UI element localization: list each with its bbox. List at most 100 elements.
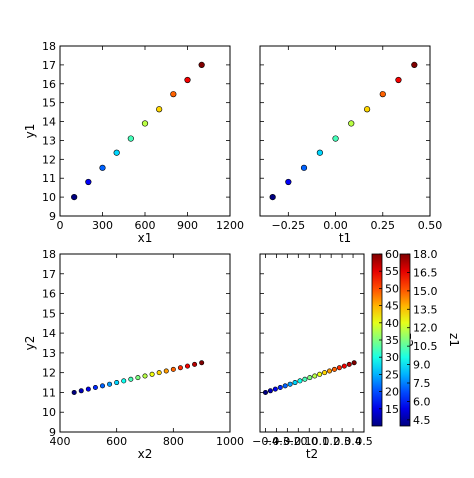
data-point [272, 386, 278, 392]
colorbar-tick-label: 12.0 [413, 322, 438, 335]
colorbar-tick-label: 20 [385, 386, 399, 399]
data-point [297, 378, 303, 384]
data-point [282, 383, 288, 389]
subplot-4: −0.4−0.3−0.2−0.10.00.10.20.30.40.5 t2 [252, 253, 373, 461]
y-tick-label: 9 [49, 210, 56, 223]
data-point [99, 164, 106, 171]
data-point [149, 371, 155, 377]
colorbar-label: z1 [447, 333, 461, 347]
data-point [277, 384, 283, 390]
y-tick-label: 15 [42, 97, 56, 110]
colorbar-tick-label: 45 [385, 300, 399, 313]
colorbar-tick-label: 15.0 [413, 285, 438, 298]
data-point [269, 194, 276, 201]
colorbar-tick-label: 35 [385, 334, 399, 347]
colorbar-tick-label: 25 [385, 368, 399, 381]
data-point [395, 76, 402, 84]
data-point [341, 363, 347, 369]
colorbar-tick-label: 18.0 [413, 248, 438, 261]
data-point [351, 360, 357, 366]
x-tick-label: 600 [106, 435, 127, 448]
data-point [300, 164, 308, 171]
y-axis-label: y1 [23, 124, 37, 139]
data-point [332, 135, 339, 142]
x-tick-label: 0.00 [323, 219, 348, 232]
x-tick-label: 0.3 [333, 435, 351, 448]
data-point [192, 361, 198, 367]
y-tick-label: 18 [42, 40, 56, 53]
x-tick-label: 0.2 [322, 435, 340, 448]
colorbar-z1: 4.5 6.0 7.5 9.0 10.5 12.0 13.5 15.0 16.5 18.0 z1 [399, 248, 461, 427]
x-tick-label: −0.4 [252, 435, 279, 448]
data-point [267, 388, 273, 394]
plot-area [59, 45, 231, 217]
y-tick-label: 11 [42, 386, 56, 399]
y-tick-label: 18 [42, 248, 56, 261]
data-point [327, 368, 333, 374]
x-tick-label: 1200 [216, 219, 244, 232]
x-axis-label: t2 [306, 447, 318, 461]
x-tick-label: 0.1 [311, 435, 329, 448]
data-point [364, 106, 371, 113]
y-axis-label: y2 [23, 336, 37, 351]
y-tick-label: 13 [42, 347, 56, 360]
plot-area [59, 253, 231, 433]
y-tick-label: 16 [42, 78, 56, 91]
y-tick-label: 14 [42, 327, 56, 340]
subplot-1: 0 300 600 900 1200 9 10 11 12 13 14 15 16 17 18 x1 y1 [23, 40, 244, 245]
y-tick-label: 11 [42, 172, 56, 185]
data-point [331, 366, 337, 372]
data-point [336, 365, 342, 371]
y-tick-label: 14 [42, 116, 56, 129]
x-axis-label: x1 [138, 231, 153, 245]
x-tick-label: −0.1 [285, 435, 312, 448]
data-point [322, 370, 328, 376]
colorbar-tick-label: 6.0 [413, 395, 431, 408]
colorbar-tick-label: 4.5 [413, 414, 431, 427]
colorbar-tick-label: 10.5 [413, 340, 438, 353]
data-point [317, 371, 323, 377]
y-tick-label: 12 [42, 153, 56, 166]
x-tick-label: −0.3 [263, 435, 290, 448]
data-point [316, 149, 323, 156]
data-point [156, 106, 163, 113]
plot-area [259, 253, 365, 433]
subplot-2: −0.25 0.00 0.25 0.50 t1 [259, 45, 443, 245]
data-point [285, 178, 292, 186]
data-point [113, 149, 120, 156]
data-point [71, 194, 78, 201]
x-tick-label: 800 [163, 435, 184, 448]
data-point [292, 380, 298, 386]
data-point [121, 378, 127, 384]
colorbar-tick-label: 15 [385, 403, 399, 416]
data-point [177, 365, 183, 371]
x-tick-label: −0.25 [271, 219, 305, 232]
x-axis-label: x2 [138, 447, 153, 461]
data-point [100, 383, 106, 389]
colorbar-gradient [399, 253, 411, 427]
x-tick-label: 0.50 [418, 219, 443, 232]
x-axis-label: t1 [339, 231, 351, 245]
data-point [287, 381, 293, 387]
data-point [170, 91, 177, 98]
data-point [379, 91, 386, 98]
x-tick-label: 600 [135, 219, 156, 232]
colorbar-tick-label: 16.5 [413, 266, 438, 279]
data-point [411, 61, 418, 68]
data-point [156, 370, 162, 376]
colorbar-tick-label: 7.5 [413, 377, 431, 390]
x-tick-label: 900 [177, 219, 198, 232]
data-point [107, 381, 113, 387]
data-point [302, 376, 308, 382]
data-point [135, 375, 141, 381]
colorbar-tick-label: 50 [385, 282, 399, 295]
data-point [142, 373, 148, 379]
data-point [348, 120, 355, 127]
x-tick-label: −0.2 [274, 435, 301, 448]
data-point [78, 388, 84, 394]
data-point [170, 366, 176, 372]
data-point [199, 360, 205, 366]
data-point [346, 361, 352, 367]
